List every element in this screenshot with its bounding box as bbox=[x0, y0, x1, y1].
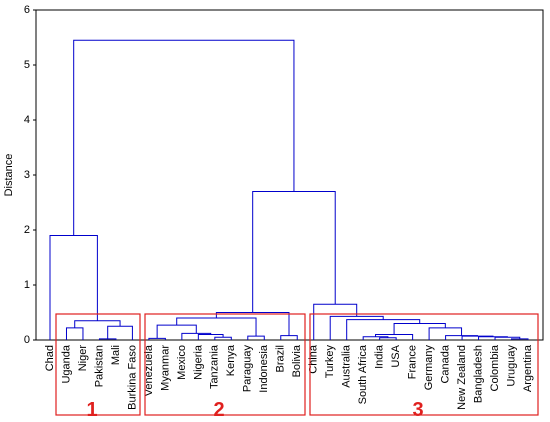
dendrogram-link bbox=[49, 235, 98, 340]
cluster-box bbox=[144, 313, 306, 416]
leaf-label: Indonesia bbox=[258, 344, 270, 393]
plot-frame bbox=[35, 9, 544, 341]
cluster-label: 2 bbox=[213, 399, 224, 421]
y-tick-label: 6 bbox=[24, 4, 30, 16]
y-tick-label: 1 bbox=[24, 279, 30, 291]
y-tick-label: 5 bbox=[24, 59, 30, 71]
leaf-label: Tanzania bbox=[209, 344, 221, 389]
leaf-label: South Africa bbox=[357, 344, 369, 404]
leaf-label: Germany bbox=[423, 345, 435, 391]
leaf-label: Mali bbox=[110, 345, 122, 365]
leaf-label: Brazil bbox=[275, 345, 287, 373]
cluster-box bbox=[309, 313, 539, 416]
dendrogram-link bbox=[74, 320, 121, 328]
leaf-label: Australia bbox=[341, 344, 353, 388]
leaf-label: China bbox=[308, 344, 320, 374]
y-tick-label: 3 bbox=[24, 169, 30, 181]
leaf-label: New Zealand bbox=[456, 345, 468, 410]
leaf-label: Colombia bbox=[489, 344, 501, 391]
y-tick-label: 4 bbox=[24, 114, 30, 126]
dendrogram-link bbox=[73, 39, 295, 236]
dendrogram-link bbox=[313, 303, 358, 340]
leaf-label: Pakistan bbox=[93, 345, 105, 387]
leaf-label: Bangladesh bbox=[472, 345, 484, 403]
leaf-label: Canada bbox=[439, 344, 451, 383]
dendrogram-link bbox=[65, 327, 84, 340]
leaf-label: Kenya bbox=[225, 344, 237, 376]
leaf-label: Bolivia bbox=[291, 344, 303, 377]
dendrogram-link bbox=[252, 191, 336, 313]
leaf-label: Paraguay bbox=[242, 345, 254, 393]
y-tick-label: 2 bbox=[24, 224, 30, 236]
dendrogram-link bbox=[375, 334, 414, 340]
dendrogram-link bbox=[393, 323, 446, 335]
leaf-label: Uganda bbox=[60, 344, 72, 383]
cluster-label: 3 bbox=[412, 399, 423, 421]
leaf-label: Burkina Faso bbox=[126, 345, 138, 410]
cluster-box bbox=[55, 313, 141, 416]
dendrogram-link bbox=[156, 324, 197, 339]
dendrogram-link bbox=[280, 335, 298, 340]
leaf-label: Myanmar bbox=[159, 345, 171, 391]
leaf-label: Nigeria bbox=[192, 344, 204, 380]
leaf-label: Uruguay bbox=[505, 345, 517, 387]
cluster-label: 1 bbox=[86, 399, 97, 421]
leaf-label: India bbox=[374, 344, 386, 369]
dendrogram-link bbox=[247, 335, 265, 340]
leaf-label: Argentina bbox=[522, 344, 534, 392]
leaf-label: USA bbox=[390, 344, 402, 367]
leaf-label: Mexico bbox=[176, 345, 188, 380]
y-tick-label: 0 bbox=[24, 334, 30, 346]
leaf-label: Venezuela bbox=[143, 344, 155, 396]
leaf-label: Chad bbox=[44, 345, 56, 371]
y-axis-label: Distance bbox=[3, 154, 15, 197]
leaf-label: Turkey bbox=[324, 345, 336, 379]
dendrogram-link bbox=[215, 312, 290, 336]
dendrogram-link bbox=[107, 325, 133, 340]
leaf-label: Niger bbox=[77, 345, 89, 372]
leaf-label: France bbox=[407, 345, 419, 379]
